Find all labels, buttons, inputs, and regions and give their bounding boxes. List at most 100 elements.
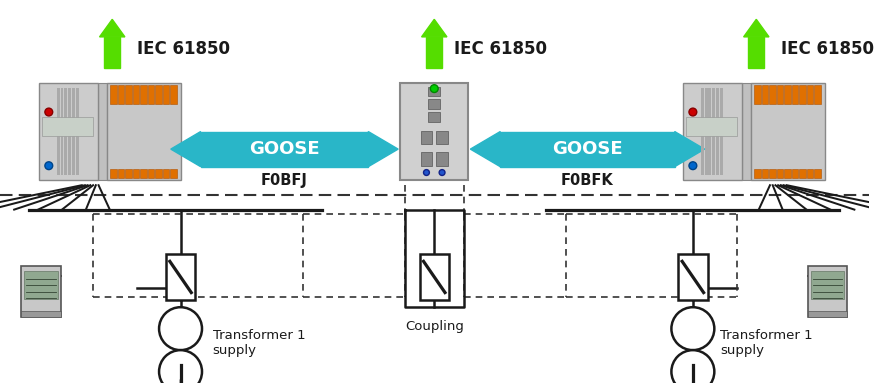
Bar: [755, 169, 761, 178]
Bar: [806, 85, 813, 104]
Bar: [72, 88, 75, 175]
Bar: [755, 85, 761, 104]
Text: Transformer 1
supply: Transformer 1 supply: [720, 329, 813, 357]
Bar: [799, 169, 805, 178]
Bar: [64, 88, 68, 175]
Bar: [21, 266, 61, 317]
FancyArrow shape: [176, 379, 184, 388]
Bar: [98, 83, 108, 180]
Bar: [77, 88, 79, 175]
Bar: [419, 253, 449, 300]
Bar: [170, 85, 176, 104]
Bar: [155, 169, 162, 178]
Circle shape: [159, 350, 202, 388]
Circle shape: [671, 307, 715, 350]
Bar: [792, 85, 798, 104]
Bar: [748, 37, 765, 68]
Text: GOOSE: GOOSE: [249, 140, 320, 158]
Bar: [117, 85, 125, 104]
Circle shape: [44, 108, 53, 116]
Bar: [110, 85, 117, 104]
Bar: [166, 253, 195, 300]
FancyBboxPatch shape: [421, 152, 433, 166]
Bar: [125, 85, 132, 104]
Bar: [705, 88, 708, 175]
Bar: [811, 271, 844, 299]
Circle shape: [439, 170, 445, 175]
Circle shape: [671, 350, 715, 388]
Circle shape: [159, 307, 202, 350]
Polygon shape: [368, 132, 398, 167]
Circle shape: [689, 108, 697, 116]
Bar: [155, 85, 162, 104]
Bar: [500, 132, 675, 167]
Circle shape: [424, 170, 429, 175]
Bar: [110, 169, 117, 178]
Bar: [125, 169, 132, 178]
Bar: [133, 85, 139, 104]
FancyBboxPatch shape: [108, 83, 181, 180]
Bar: [784, 85, 791, 104]
Bar: [104, 37, 120, 68]
Bar: [69, 88, 71, 175]
Circle shape: [431, 85, 438, 92]
Bar: [61, 88, 63, 175]
Bar: [117, 169, 125, 178]
Circle shape: [44, 162, 53, 170]
Text: F0BFK: F0BFK: [561, 173, 614, 188]
Bar: [148, 85, 154, 104]
Bar: [21, 311, 61, 317]
Bar: [808, 266, 847, 317]
Bar: [708, 88, 711, 175]
Text: IEC 61850: IEC 61850: [454, 40, 546, 57]
Bar: [133, 169, 139, 178]
Bar: [24, 271, 58, 299]
Bar: [42, 117, 93, 137]
Bar: [808, 311, 847, 317]
Bar: [700, 88, 704, 175]
Text: GOOSE: GOOSE: [552, 140, 623, 158]
Bar: [712, 88, 716, 175]
FancyBboxPatch shape: [428, 99, 441, 109]
Bar: [163, 85, 169, 104]
Bar: [678, 253, 708, 300]
Polygon shape: [422, 19, 447, 37]
Bar: [777, 85, 783, 104]
Polygon shape: [100, 19, 125, 37]
Bar: [720, 88, 723, 175]
Bar: [200, 132, 368, 167]
Bar: [762, 85, 768, 104]
FancyBboxPatch shape: [428, 112, 441, 122]
Bar: [57, 88, 60, 175]
Polygon shape: [675, 132, 705, 167]
Bar: [806, 169, 813, 178]
Bar: [777, 169, 783, 178]
Bar: [769, 85, 776, 104]
Bar: [141, 85, 147, 104]
FancyArrow shape: [689, 379, 697, 388]
FancyBboxPatch shape: [751, 83, 825, 180]
Polygon shape: [471, 132, 500, 167]
Polygon shape: [744, 19, 769, 37]
Text: IEC 61850: IEC 61850: [137, 40, 230, 57]
FancyBboxPatch shape: [436, 152, 448, 166]
Bar: [792, 169, 798, 178]
Text: Coupling: Coupling: [405, 320, 464, 333]
Bar: [784, 169, 791, 178]
Bar: [148, 169, 154, 178]
Bar: [163, 169, 169, 178]
Bar: [769, 169, 776, 178]
Bar: [686, 117, 737, 137]
Text: Transformer 1
supply: Transformer 1 supply: [213, 329, 305, 357]
Bar: [170, 169, 176, 178]
Bar: [762, 169, 768, 178]
Bar: [741, 83, 751, 180]
Text: IEC 61850: IEC 61850: [781, 40, 874, 57]
FancyBboxPatch shape: [428, 87, 441, 96]
Bar: [814, 85, 821, 104]
Polygon shape: [171, 132, 200, 167]
Circle shape: [689, 162, 697, 170]
Text: F0BFJ: F0BFJ: [261, 173, 308, 188]
FancyBboxPatch shape: [421, 131, 433, 144]
FancyBboxPatch shape: [39, 83, 98, 180]
